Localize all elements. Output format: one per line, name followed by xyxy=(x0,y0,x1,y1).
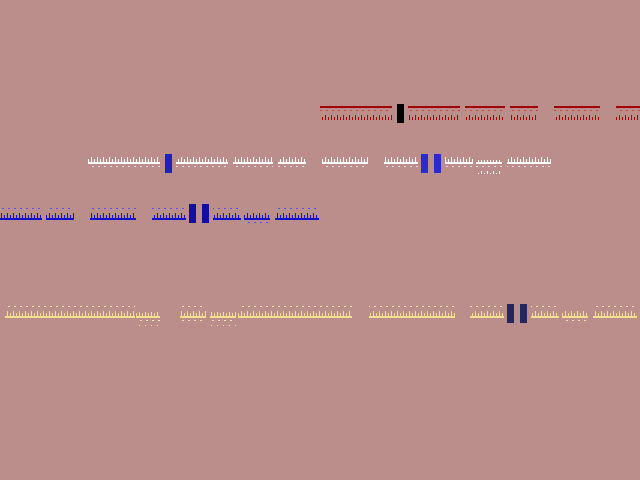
glyph-run xyxy=(322,156,368,170)
glyph-run xyxy=(213,206,241,220)
glyph-run xyxy=(465,106,505,120)
glyph-run xyxy=(616,106,640,120)
cursor-bar xyxy=(520,304,527,323)
glyph-run xyxy=(593,306,637,320)
glyph-run xyxy=(210,312,236,326)
glyph-run xyxy=(180,306,206,324)
glyph-run xyxy=(470,306,504,320)
row-white xyxy=(88,154,551,174)
glyph-run xyxy=(320,106,392,120)
cursor-bar xyxy=(202,204,209,223)
glyph-run xyxy=(90,206,136,220)
cursor-bar xyxy=(434,154,441,173)
glyph-run xyxy=(5,306,135,320)
glyph-run xyxy=(176,156,228,170)
glyph-run xyxy=(0,206,42,220)
glyph-run xyxy=(233,156,273,170)
glyph-run xyxy=(531,306,559,320)
glyph-run xyxy=(278,156,306,170)
glyph-run xyxy=(244,210,270,224)
cursor-bar xyxy=(165,154,172,173)
row-blue xyxy=(0,204,319,224)
glyph-run xyxy=(510,106,538,120)
glyph-run xyxy=(476,160,502,174)
cursor-bar xyxy=(397,104,404,123)
glyph-run xyxy=(562,310,588,324)
row-red xyxy=(320,104,640,123)
glyph-run xyxy=(88,156,160,170)
cursor-bar xyxy=(421,154,428,173)
glyph-run xyxy=(408,106,460,120)
glyph-run xyxy=(136,312,160,326)
cursor-bar xyxy=(189,204,196,223)
glyph-run xyxy=(507,156,551,170)
glyph-run xyxy=(369,306,455,320)
row-yellow xyxy=(5,304,637,326)
glyph-run xyxy=(445,156,473,170)
glyph-run xyxy=(46,206,74,220)
glyph-run xyxy=(238,306,352,320)
glyph-run xyxy=(554,106,600,120)
glyph-run xyxy=(275,206,319,220)
glyph-run xyxy=(384,156,418,170)
cursor-bar xyxy=(507,304,514,323)
glyph-run xyxy=(152,206,186,220)
